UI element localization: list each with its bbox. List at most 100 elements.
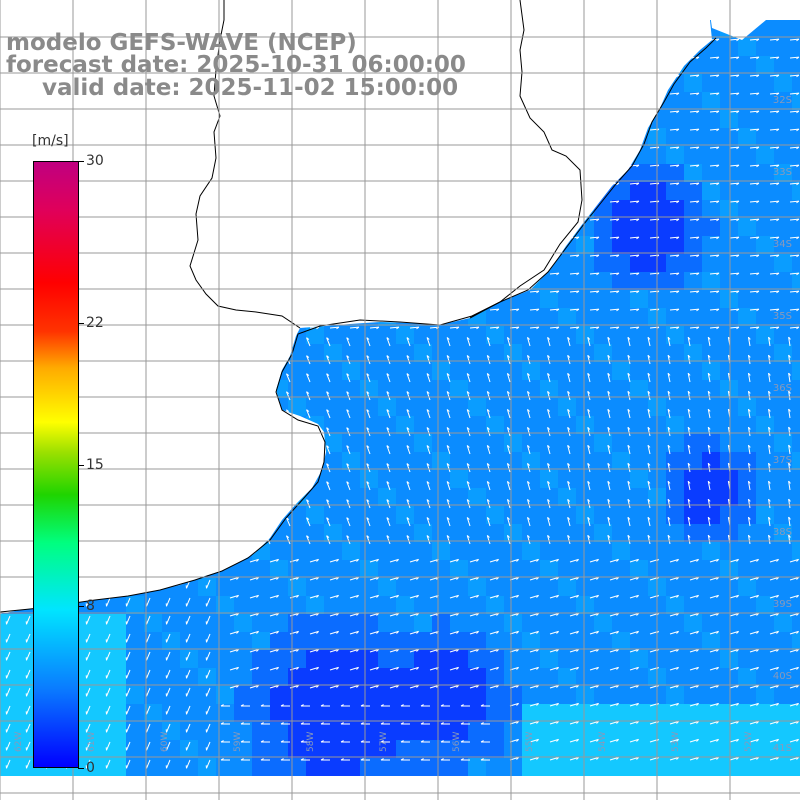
wind-arrow bbox=[349, 648, 359, 653]
wind-arrow bbox=[469, 630, 479, 635]
wind-arrow bbox=[466, 445, 471, 455]
wind-arrow bbox=[105, 597, 111, 607]
wind-arrow bbox=[369, 648, 379, 653]
wind-arrow bbox=[687, 426, 691, 437]
wind-arrow bbox=[440, 704, 450, 707]
wind-cell bbox=[360, 650, 378, 668]
wind-cell bbox=[108, 758, 126, 776]
wind-arrow bbox=[346, 337, 351, 347]
wind-cell bbox=[396, 344, 414, 362]
wind-arrow bbox=[489, 308, 500, 312]
wind-cell bbox=[540, 380, 558, 398]
wind-arrow bbox=[449, 326, 460, 330]
wind-arrow bbox=[647, 516, 651, 527]
wind-cell bbox=[360, 434, 378, 452]
wind-arrow bbox=[340, 722, 350, 725]
wind-arrow bbox=[269, 666, 279, 671]
wind-cell bbox=[216, 578, 234, 596]
wind-arrow bbox=[749, 666, 759, 671]
wind-arrow bbox=[349, 684, 359, 689]
wind-cell bbox=[522, 308, 540, 326]
wind-cell bbox=[720, 686, 738, 704]
wind-cell bbox=[450, 380, 468, 398]
wind-cell bbox=[792, 722, 800, 740]
wind-arrow bbox=[185, 651, 191, 661]
wind-cell bbox=[666, 380, 684, 398]
wind-cell bbox=[774, 344, 792, 362]
wind-arrow bbox=[329, 594, 339, 599]
wind-arrow bbox=[346, 391, 351, 401]
wind-cell bbox=[414, 380, 432, 398]
wind-cell bbox=[702, 470, 720, 488]
wind-arrow bbox=[669, 630, 679, 635]
wind-arrow bbox=[749, 272, 760, 276]
wind-arrow bbox=[309, 576, 319, 581]
wind-cell bbox=[378, 524, 396, 542]
wind-arrow bbox=[369, 666, 379, 671]
wind-cell bbox=[468, 758, 486, 776]
wind-cell bbox=[738, 560, 756, 578]
wind-arrow bbox=[587, 534, 591, 545]
wind-arrow bbox=[326, 373, 331, 383]
coastline bbox=[0, 0, 717, 613]
wind-cell bbox=[558, 506, 576, 524]
wind-arrow bbox=[260, 740, 270, 743]
wind-cell bbox=[792, 344, 800, 362]
wind-arrow bbox=[205, 651, 211, 661]
wind-cell bbox=[396, 686, 414, 704]
wind-arrow bbox=[105, 741, 111, 751]
wind-arrow bbox=[629, 612, 639, 617]
wind-cell bbox=[702, 182, 720, 200]
wind-cell bbox=[630, 722, 648, 740]
latitude-label: 40S bbox=[772, 671, 792, 682]
wind-arrow bbox=[789, 756, 799, 761]
wind-arrow bbox=[547, 534, 551, 545]
wind-cell bbox=[522, 632, 540, 650]
wind-arrow bbox=[689, 648, 699, 653]
wind-cell bbox=[306, 326, 324, 344]
wind-cell bbox=[504, 308, 522, 326]
wind-cell bbox=[342, 506, 360, 524]
wind-arrow bbox=[386, 517, 391, 527]
wind-cell bbox=[738, 182, 756, 200]
wind-arrow bbox=[709, 110, 720, 114]
wind-arrow bbox=[629, 290, 640, 294]
wind-cell bbox=[234, 686, 252, 704]
wind-cell bbox=[180, 758, 198, 776]
wind-arrow bbox=[489, 630, 499, 635]
wind-cell bbox=[774, 452, 792, 470]
wind-cell bbox=[432, 452, 450, 470]
wind-cell bbox=[612, 344, 630, 362]
wind-cell bbox=[684, 164, 702, 182]
wind-cell bbox=[342, 452, 360, 470]
wind-arrow bbox=[446, 463, 451, 473]
wind-cell bbox=[486, 470, 504, 488]
wind-cell bbox=[486, 560, 504, 578]
wind-cell bbox=[792, 596, 800, 614]
wind-cell bbox=[702, 200, 720, 218]
wind-cell bbox=[720, 218, 738, 236]
wind-arrow bbox=[749, 648, 759, 653]
wind-cell bbox=[342, 488, 360, 506]
wind-cell bbox=[792, 290, 800, 308]
wind-cell bbox=[450, 434, 468, 452]
wind-cell bbox=[684, 740, 702, 758]
wind-arrow bbox=[440, 740, 450, 743]
wind-arrow bbox=[466, 355, 471, 365]
wind-arrow bbox=[789, 630, 799, 635]
wind-arrow bbox=[420, 704, 430, 707]
wind-cell bbox=[576, 560, 594, 578]
wind-cell bbox=[288, 362, 306, 380]
wind-cell bbox=[270, 560, 288, 578]
wind-arrow bbox=[25, 741, 31, 751]
wind-cell bbox=[738, 596, 756, 614]
coastline-path bbox=[0, 37, 717, 613]
wind-arrow bbox=[549, 558, 559, 563]
wind-arrow bbox=[647, 462, 651, 473]
wind-cell bbox=[486, 740, 504, 758]
wind-arrow bbox=[587, 390, 591, 401]
wind-cell bbox=[540, 650, 558, 668]
wind-arrow bbox=[609, 308, 620, 312]
wind-cell bbox=[684, 668, 702, 686]
wind-arrow bbox=[709, 200, 720, 204]
